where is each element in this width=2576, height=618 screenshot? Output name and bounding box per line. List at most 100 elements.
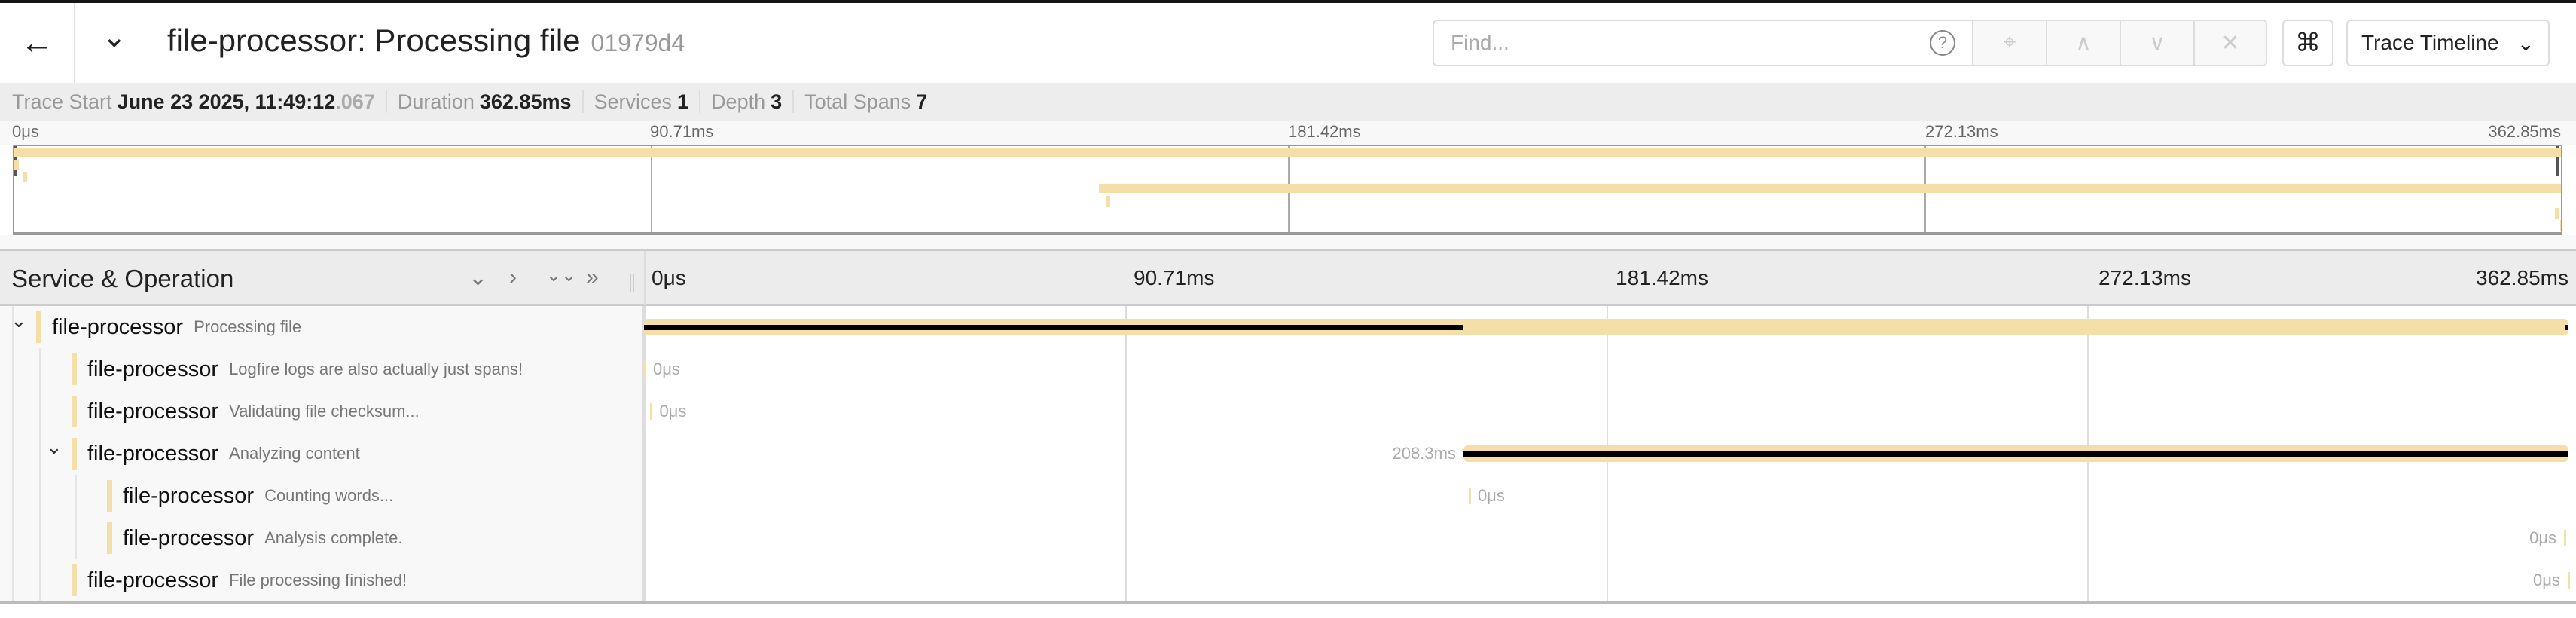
tree-guide: [39, 348, 41, 601]
operation-name: Validating file checksum...: [229, 402, 420, 421]
duration-label: 0μs: [1477, 486, 1505, 505]
previous-match-button[interactable]: ∧: [2047, 20, 2121, 66]
back-button[interactable]: ←: [0, 3, 75, 83]
divider: [792, 90, 795, 113]
services-label: Services: [594, 90, 673, 113]
service-name: file-processor: [123, 525, 255, 550]
operation-name: Logfire logs are also actually just span…: [229, 359, 523, 378]
total-spans-label: Total Spans: [804, 90, 911, 113]
trace-start-ms: .067: [335, 90, 375, 113]
column-resize-handle[interactable]: [630, 274, 634, 292]
chevron-down-icon[interactable]: ⌄: [11, 309, 27, 332]
operation-name: Analysis complete.: [264, 528, 403, 547]
chevron-up-icon: ∧: [2075, 30, 2092, 56]
duration-label: 0μs: [659, 402, 687, 421]
minimap-tick: 181.42ms: [1288, 122, 1361, 141]
page-title: file-processor: Processing file 01979d4: [167, 23, 685, 59]
span-marker[interactable]: [1468, 488, 1471, 504]
service-name: file-processor: [87, 568, 219, 592]
operation-name: Processing file: [194, 317, 302, 336]
chevron-down-icon[interactable]: ⌄: [102, 20, 127, 54]
span-row[interactable]: file-processor Validating file checksum..…: [0, 390, 644, 433]
collapse-all-icon[interactable]: ⌄⌄: [546, 265, 577, 286]
critical-path: [1463, 451, 2568, 457]
service-color-bar: [107, 522, 112, 554]
command-icon: ⌘: [2295, 29, 2321, 57]
chevron-down-icon[interactable]: ⌄: [46, 436, 63, 458]
span-row[interactable]: file-processor Analysis complete.: [0, 517, 644, 559]
collapse-one-icon[interactable]: ⌄: [469, 265, 488, 290]
span-tree: ⌄ file-processor Processing file file-proce…: [0, 306, 644, 603]
total-spans-value: 7: [916, 90, 928, 113]
trace-summary-bar: Trace Start June 23 2025, 11:49:12.067 Du…: [0, 83, 2576, 121]
minimap-tick: 90.71ms: [650, 122, 714, 141]
duration-label: Duration: [397, 90, 475, 113]
minimap-span: [23, 172, 28, 182]
service-name: file-processor: [52, 314, 184, 339]
trace-title: file-processor: Processing file: [167, 23, 581, 58]
column-title: Service & Operation: [11, 265, 234, 292]
service-color-bar: [72, 564, 77, 596]
minimap-tick: 362.85ms: [2488, 122, 2561, 141]
span-row[interactable]: file-processor Logfire logs are also actu…: [0, 348, 644, 390]
services-value: 1: [677, 90, 689, 113]
span-row[interactable]: ⌄ file-processor Analyzing content: [0, 433, 644, 475]
service-name: file-processor: [87, 356, 219, 381]
span-marker[interactable]: [644, 361, 646, 378]
help-icon: ?: [1930, 30, 1955, 56]
timeline-tick: 0μs: [652, 266, 686, 289]
next-match-button[interactable]: ∨: [2121, 20, 2195, 66]
span-marker[interactable]: [2567, 572, 2570, 589]
find-input[interactable]: [1433, 20, 1915, 66]
divider: [0, 601, 2576, 604]
service-color-bar: [72, 438, 77, 470]
minimap-ticks: 0μs 90.71ms 181.42ms 272.13ms 362.85ms: [0, 121, 2576, 145]
span-row[interactable]: file-processor Counting words...: [0, 475, 644, 517]
operation-name: Analyzing content: [229, 444, 360, 463]
span-bar[interactable]: [644, 319, 2568, 335]
minimap-span: [1105, 196, 1110, 207]
span-timeline: 0μs 0μs 208.3ms 0μs 0μs 0μs: [644, 306, 2576, 603]
span-marker[interactable]: [2564, 530, 2566, 546]
chevron-down-icon: ∨: [2149, 30, 2165, 56]
duration-value: 362.85ms: [479, 90, 572, 113]
minimap-span: [1098, 184, 2561, 193]
trace-start-label: Trace Start: [12, 90, 112, 113]
view-select[interactable]: Trace Timeline ⌄: [2346, 20, 2550, 66]
trace-start-value: June 23 2025, 11:49:12: [117, 90, 336, 113]
minimap-span: [14, 160, 19, 170]
trace-id[interactable]: 01979d4: [591, 29, 685, 57]
minimap-span: [2559, 220, 2561, 231]
divider: [644, 251, 646, 305]
operation-name: File processing finished!: [229, 571, 407, 589]
window-top-bar: [0, 0, 2576, 3]
span-row[interactable]: ⌄ file-processor Processing file: [0, 306, 644, 348]
keyboard-shortcuts-button[interactable]: ⌘: [2282, 20, 2333, 66]
chevron-down-icon: ⌄: [2516, 31, 2535, 55]
tree-guide: [12, 306, 14, 603]
arrow-left-icon: ←: [20, 24, 53, 61]
depth-label: Depth: [711, 90, 766, 113]
trace-minimap[interactable]: [13, 145, 2562, 235]
duration-label: 0μs: [2533, 571, 2560, 589]
span-marker[interactable]: [650, 403, 653, 420]
service-color-bar: [72, 353, 77, 385]
critical-path: [644, 325, 1463, 330]
minimap-tick: 0μs: [12, 122, 39, 141]
minimap-span: [2555, 208, 2560, 219]
clear-search-button[interactable]: ✕: [2195, 20, 2267, 66]
service-name: file-processor: [87, 399, 219, 424]
viewport-handle-right[interactable]: [2556, 146, 2559, 176]
expand-all-icon[interactable]: »: [586, 265, 599, 289]
page-header: ← ⌄ file-processor: Processing file 01979…: [0, 3, 2576, 83]
duration-label: 0μs: [2529, 528, 2557, 547]
minimap-tick: 272.13ms: [1925, 122, 1998, 141]
spacer: [0, 235, 2576, 249]
search-help-button[interactable]: ?: [1913, 20, 1973, 66]
timeline-header: Service & Operation ⌄ › ⌄⌄ » 0μs 90.71ms…: [0, 249, 2576, 306]
expand-one-icon[interactable]: ›: [509, 265, 517, 289]
divider: [581, 90, 584, 113]
span-row[interactable]: file-processor File processing finished!: [0, 559, 644, 601]
locate-button[interactable]: ⌖: [1973, 20, 2047, 66]
timeline-tick: 90.71ms: [1134, 266, 1215, 289]
